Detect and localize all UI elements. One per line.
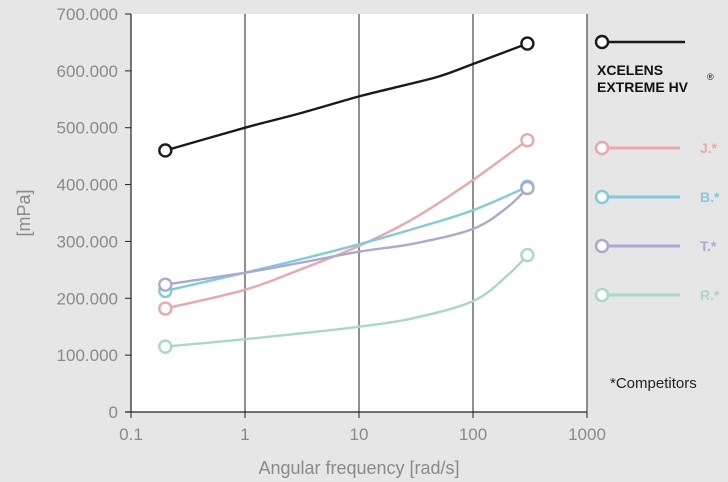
legend-label: XCELENS xyxy=(597,62,663,78)
legend-marker xyxy=(594,189,610,205)
competitors-footnote: *Competitors xyxy=(610,375,697,392)
series-line xyxy=(164,42,529,152)
data-point xyxy=(520,133,535,148)
x-tick-label: 10 xyxy=(350,425,369,444)
legend-label: EXTREME HV xyxy=(597,79,689,95)
data-point xyxy=(158,339,173,354)
x-tick-label: 1 xyxy=(240,425,249,444)
series-line xyxy=(164,186,529,286)
y-tick-label: 100.000 xyxy=(57,346,118,365)
data-point xyxy=(158,143,173,158)
x-axis-title: Angular frequency [rad/s] xyxy=(258,458,459,478)
y-tick-label: 500.000 xyxy=(57,119,118,138)
legend-label: T.* xyxy=(700,238,717,254)
series-line xyxy=(164,139,529,310)
y-tick-label: 200.000 xyxy=(57,289,118,308)
legend-marker xyxy=(594,287,610,303)
x-tick-label: 1000 xyxy=(568,425,606,444)
x-tick-label: 0.1 xyxy=(119,425,143,444)
data-point xyxy=(520,36,535,51)
legend-label: J.* xyxy=(700,140,718,156)
y-tick-label: 400.000 xyxy=(57,176,118,195)
data-point xyxy=(520,180,535,196)
x-tick-label: 100 xyxy=(459,425,487,444)
legend-label: B.* xyxy=(700,189,720,205)
legend-marker xyxy=(594,34,610,50)
legend-label: R.* xyxy=(700,287,720,303)
y-tick-label: 300.000 xyxy=(57,232,118,251)
y-tick-label: 600.000 xyxy=(57,62,118,81)
series-line xyxy=(164,253,529,348)
registered-mark: ® xyxy=(707,72,714,82)
y-tick-label: 700.000 xyxy=(57,5,118,24)
y-tick-label: 0 xyxy=(109,403,118,422)
legend-marker xyxy=(594,238,610,254)
y-axis-title: [mPa] xyxy=(14,189,34,236)
data-point xyxy=(158,301,173,316)
data-point xyxy=(158,277,173,292)
data-point xyxy=(520,247,535,263)
legend-marker xyxy=(594,140,610,156)
